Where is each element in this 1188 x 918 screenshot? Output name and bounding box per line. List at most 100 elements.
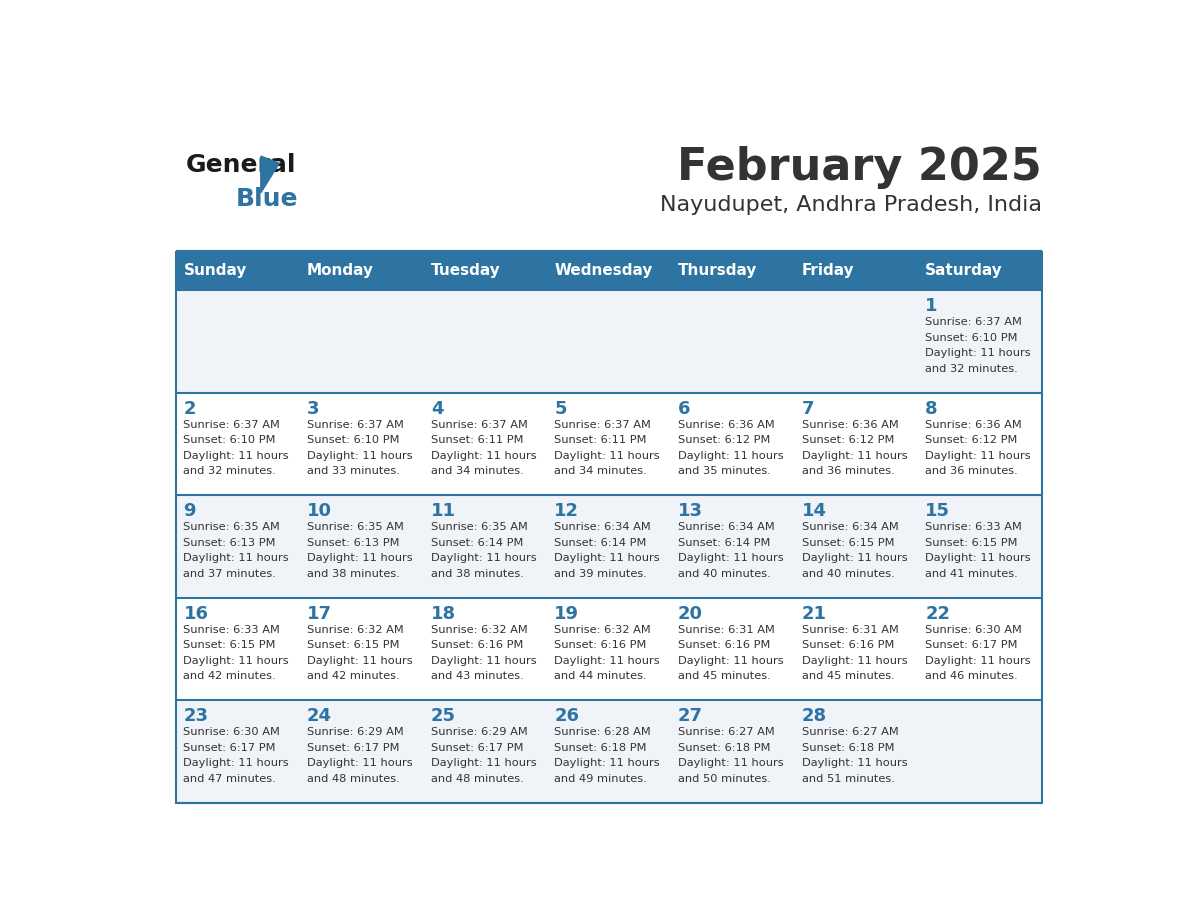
Text: 24: 24 [308, 708, 333, 725]
Text: Daylight: 11 hours: Daylight: 11 hours [555, 655, 661, 666]
Text: and 40 minutes.: and 40 minutes. [802, 569, 895, 579]
Text: and 36 minutes.: and 36 minutes. [925, 466, 1018, 476]
Text: and 48 minutes.: and 48 minutes. [431, 774, 524, 784]
Bar [299, 252, 423, 290]
Text: and 48 minutes.: and 48 minutes. [308, 774, 400, 784]
Text: Sunset: 6:14 PM: Sunset: 6:14 PM [431, 538, 523, 548]
Bar [176, 393, 1042, 496]
Text: Blue: Blue [236, 186, 298, 210]
Text: Sunset: 6:12 PM: Sunset: 6:12 PM [678, 435, 770, 445]
Text: Sunrise: 6:30 AM: Sunrise: 6:30 AM [925, 625, 1022, 634]
Text: Sunset: 6:17 PM: Sunset: 6:17 PM [308, 743, 399, 753]
Text: Sunset: 6:15 PM: Sunset: 6:15 PM [802, 538, 895, 548]
Text: Sunrise: 6:31 AM: Sunrise: 6:31 AM [802, 625, 898, 634]
Text: and 35 minutes.: and 35 minutes. [678, 466, 771, 476]
Text: Sunset: 6:13 PM: Sunset: 6:13 PM [308, 538, 399, 548]
Text: and 47 minutes.: and 47 minutes. [183, 774, 277, 784]
Bar [671, 252, 795, 290]
Text: and 49 minutes.: and 49 minutes. [555, 774, 647, 784]
Text: Sunset: 6:15 PM: Sunset: 6:15 PM [925, 538, 1018, 548]
Text: and 38 minutes.: and 38 minutes. [308, 569, 400, 579]
Text: and 34 minutes.: and 34 minutes. [555, 466, 647, 476]
Text: and 34 minutes.: and 34 minutes. [431, 466, 524, 476]
Text: 23: 23 [183, 708, 208, 725]
Text: Sunrise: 6:30 AM: Sunrise: 6:30 AM [183, 727, 280, 737]
Text: 13: 13 [678, 502, 703, 521]
Text: Sunrise: 6:37 AM: Sunrise: 6:37 AM [555, 420, 651, 430]
Text: Sunset: 6:18 PM: Sunset: 6:18 PM [678, 743, 771, 753]
Text: Sunrise: 6:37 AM: Sunrise: 6:37 AM [183, 420, 280, 430]
Text: Daylight: 11 hours: Daylight: 11 hours [431, 451, 537, 461]
Text: and 45 minutes.: and 45 minutes. [678, 671, 771, 681]
Text: Daylight: 11 hours: Daylight: 11 hours [431, 758, 537, 768]
Text: 3: 3 [308, 400, 320, 418]
Text: and 43 minutes.: and 43 minutes. [431, 671, 524, 681]
Text: 14: 14 [802, 502, 827, 521]
Polygon shape [261, 156, 279, 193]
Text: Sunrise: 6:34 AM: Sunrise: 6:34 AM [555, 522, 651, 532]
Text: and 45 minutes.: and 45 minutes. [802, 671, 895, 681]
Text: Sunrise: 6:37 AM: Sunrise: 6:37 AM [925, 318, 1022, 328]
Text: Sunrise: 6:32 AM: Sunrise: 6:32 AM [308, 625, 404, 634]
Text: Saturday: Saturday [925, 263, 1003, 278]
Text: Friday: Friday [802, 263, 854, 278]
Text: Daylight: 11 hours: Daylight: 11 hours [678, 758, 784, 768]
Text: February 2025: February 2025 [677, 145, 1042, 188]
Text: Sunrise: 6:29 AM: Sunrise: 6:29 AM [431, 727, 527, 737]
Text: Sunset: 6:12 PM: Sunset: 6:12 PM [802, 435, 895, 445]
Text: 5: 5 [555, 400, 567, 418]
Text: 16: 16 [183, 605, 208, 623]
Text: and 33 minutes.: and 33 minutes. [308, 466, 400, 476]
Text: Daylight: 11 hours: Daylight: 11 hours [678, 655, 784, 666]
Text: 27: 27 [678, 708, 703, 725]
Text: 22: 22 [925, 605, 950, 623]
Text: Sunset: 6:10 PM: Sunset: 6:10 PM [183, 435, 276, 445]
Text: 21: 21 [802, 605, 827, 623]
Text: 2: 2 [183, 400, 196, 418]
Text: General: General [185, 152, 296, 176]
Text: Sunset: 6:10 PM: Sunset: 6:10 PM [925, 333, 1018, 342]
Text: Nayudupet, Andhra Pradesh, India: Nayudupet, Andhra Pradesh, India [659, 195, 1042, 215]
Text: Sunrise: 6:35 AM: Sunrise: 6:35 AM [308, 522, 404, 532]
Text: Daylight: 11 hours: Daylight: 11 hours [802, 655, 908, 666]
Text: Sunset: 6:17 PM: Sunset: 6:17 PM [925, 641, 1018, 650]
Text: Sunset: 6:16 PM: Sunset: 6:16 PM [431, 641, 523, 650]
Text: Sunset: 6:16 PM: Sunset: 6:16 PM [802, 641, 895, 650]
Text: 19: 19 [555, 605, 580, 623]
Text: Sunday: Sunday [183, 263, 247, 278]
Bar [918, 252, 1042, 290]
Text: Daylight: 11 hours: Daylight: 11 hours [308, 655, 412, 666]
Bar [176, 290, 1042, 393]
Text: Sunrise: 6:34 AM: Sunrise: 6:34 AM [678, 522, 775, 532]
Text: Daylight: 11 hours: Daylight: 11 hours [555, 451, 661, 461]
Text: Daylight: 11 hours: Daylight: 11 hours [183, 758, 289, 768]
Bar [176, 252, 1042, 803]
Text: 18: 18 [431, 605, 456, 623]
Text: Sunrise: 6:33 AM: Sunrise: 6:33 AM [925, 522, 1022, 532]
Text: and 46 minutes.: and 46 minutes. [925, 671, 1018, 681]
Bar [176, 252, 299, 290]
Text: Daylight: 11 hours: Daylight: 11 hours [183, 451, 289, 461]
Text: 11: 11 [431, 502, 456, 521]
Text: Sunrise: 6:35 AM: Sunrise: 6:35 AM [183, 522, 280, 532]
Text: Sunset: 6:11 PM: Sunset: 6:11 PM [431, 435, 523, 445]
Text: Sunset: 6:16 PM: Sunset: 6:16 PM [555, 641, 646, 650]
Text: Sunset: 6:15 PM: Sunset: 6:15 PM [308, 641, 399, 650]
Text: and 42 minutes.: and 42 minutes. [183, 671, 276, 681]
Text: and 32 minutes.: and 32 minutes. [925, 364, 1018, 374]
Text: Sunset: 6:14 PM: Sunset: 6:14 PM [555, 538, 646, 548]
Text: and 38 minutes.: and 38 minutes. [431, 569, 524, 579]
Text: Tuesday: Tuesday [431, 263, 500, 278]
Text: 7: 7 [802, 400, 814, 418]
Text: and 50 minutes.: and 50 minutes. [678, 774, 771, 784]
Text: Daylight: 11 hours: Daylight: 11 hours [925, 655, 1031, 666]
Text: Daylight: 11 hours: Daylight: 11 hours [308, 554, 412, 564]
Text: and 37 minutes.: and 37 minutes. [183, 569, 277, 579]
Text: Sunset: 6:18 PM: Sunset: 6:18 PM [555, 743, 647, 753]
Text: Sunset: 6:17 PM: Sunset: 6:17 PM [431, 743, 523, 753]
Text: and 36 minutes.: and 36 minutes. [802, 466, 895, 476]
Text: 4: 4 [431, 400, 443, 418]
Text: Sunrise: 6:35 AM: Sunrise: 6:35 AM [431, 522, 527, 532]
Text: Daylight: 11 hours: Daylight: 11 hours [183, 554, 289, 564]
Text: Sunrise: 6:34 AM: Sunrise: 6:34 AM [802, 522, 898, 532]
